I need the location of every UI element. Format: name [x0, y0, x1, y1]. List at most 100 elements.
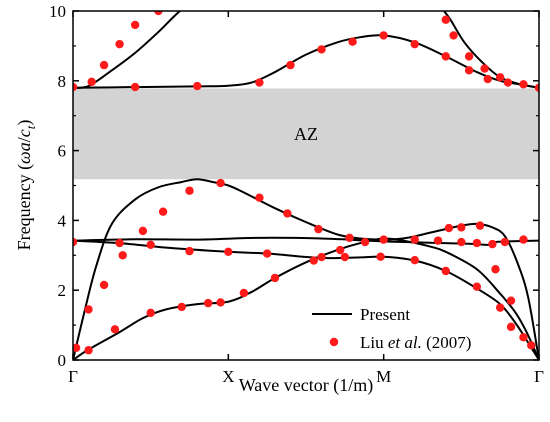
- plot-frame: [72, 10, 540, 361]
- reference-point: [457, 237, 466, 247]
- reference-point: [177, 302, 186, 312]
- present-curve-1: [73, 178, 539, 360]
- axis-ticks: 0 2 4 6 8 10 Γ X M Γ: [49, 2, 544, 386]
- reference-point: [506, 296, 516, 305]
- reference-point: [239, 288, 249, 298]
- y-axis-title: Frequency (ωa/ct): [14, 120, 38, 251]
- reference-point: [433, 236, 443, 245]
- reference-point: [255, 193, 264, 202]
- reference-point: [73, 237, 78, 247]
- reference-point: [500, 237, 510, 247]
- reference-point: [480, 64, 489, 73]
- reference-point: [379, 31, 388, 40]
- reference-point: [527, 341, 536, 350]
- reference-point: [472, 282, 482, 291]
- reference-point: [340, 252, 350, 262]
- y-axis-title-suffix: ): [14, 120, 35, 126]
- legend: Present Liu et al. (2007): [312, 305, 471, 352]
- present-curve-7: [442, 11, 539, 89]
- reference-point: [376, 252, 385, 261]
- present-curve-6: [73, 34, 539, 89]
- y-tick-label: 8: [58, 72, 67, 91]
- reference-point: [506, 322, 516, 332]
- reference-point: [475, 221, 485, 230]
- reference-point: [410, 39, 419, 49]
- x-tick-label: Γ: [68, 367, 78, 386]
- x-axis-title: Wave vector (1/m): [239, 375, 374, 396]
- reference-point: [286, 60, 295, 70]
- reference-point: [464, 66, 474, 75]
- reference-point: [441, 52, 450, 61]
- reference-point: [503, 78, 513, 87]
- reference-point: [534, 83, 539, 92]
- reference-point: [87, 77, 96, 87]
- reference-points: [73, 11, 539, 355]
- reference-point: [309, 256, 318, 265]
- reference-point: [216, 178, 225, 188]
- reference-point: [73, 82, 78, 92]
- reference-point: [146, 240, 155, 250]
- reference-point: [335, 245, 345, 255]
- reference-point: [495, 73, 505, 82]
- reference-point: [472, 238, 482, 248]
- reference-point: [185, 186, 194, 195]
- legend-entry-present: Present: [360, 305, 410, 324]
- reference-point: [348, 37, 357, 46]
- reference-point: [99, 280, 109, 290]
- y-tick-label: 2: [58, 281, 67, 300]
- reference-point: [216, 298, 225, 307]
- x-tick-label: M: [376, 367, 391, 386]
- present-curve-5: [73, 11, 182, 89]
- present-curve-3: [73, 239, 539, 360]
- x-tick-label: Γ: [534, 367, 544, 386]
- legend-marker-swatch: [329, 337, 339, 347]
- reference-point: [488, 239, 497, 249]
- reference-point: [441, 266, 450, 276]
- reference-point: [154, 11, 163, 16]
- reference-point: [317, 252, 326, 262]
- reference-point: [449, 31, 458, 40]
- reference-point: [224, 247, 233, 257]
- reference-point: [158, 207, 168, 216]
- reference-point: [146, 308, 155, 318]
- y-tick-label: 6: [58, 142, 67, 161]
- y-tick-label: 10: [49, 2, 66, 21]
- y-tick-label: 0: [58, 351, 67, 370]
- reference-point: [457, 223, 466, 232]
- reference-point: [255, 78, 264, 87]
- band-gap-label: AZ: [294, 124, 318, 144]
- reference-point: [519, 333, 528, 342]
- reference-point: [464, 52, 474, 61]
- reference-point: [345, 233, 354, 243]
- reference-point: [115, 238, 124, 248]
- legend-entry-liu-etal: et al.: [388, 333, 422, 352]
- reference-point: [495, 303, 505, 312]
- y-axis-title-prefix: Frequency (: [14, 164, 35, 250]
- reference-point: [130, 20, 140, 30]
- reference-point: [483, 74, 492, 84]
- reference-point: [99, 60, 109, 70]
- reference-point: [270, 273, 280, 283]
- reference-point: [410, 255, 419, 265]
- reference-point: [118, 251, 127, 260]
- x-tick-label: X: [222, 367, 234, 386]
- legend-entry-liu-name: Liu: [360, 333, 388, 352]
- y-axis-title-subscript: t: [23, 125, 38, 129]
- reference-point: [193, 81, 202, 91]
- legend-entry-liu: Liu et al. (2007): [360, 333, 471, 352]
- reference-point: [203, 298, 213, 308]
- y-axis-title-slash: /: [14, 137, 34, 142]
- reference-point: [73, 343, 81, 352]
- reference-point: [491, 265, 500, 274]
- y-tick-label: 4: [58, 211, 67, 230]
- y-axis-title-a: a: [14, 142, 34, 151]
- present-curves: [73, 11, 539, 360]
- reference-point: [185, 246, 194, 256]
- reference-point: [519, 235, 528, 244]
- reference-point: [444, 223, 454, 233]
- reference-point: [115, 39, 124, 49]
- reference-point: [130, 82, 140, 92]
- y-axis-title-omega: ω: [14, 151, 34, 164]
- y-axis-title-c: c: [14, 129, 34, 137]
- reference-point: [110, 325, 120, 334]
